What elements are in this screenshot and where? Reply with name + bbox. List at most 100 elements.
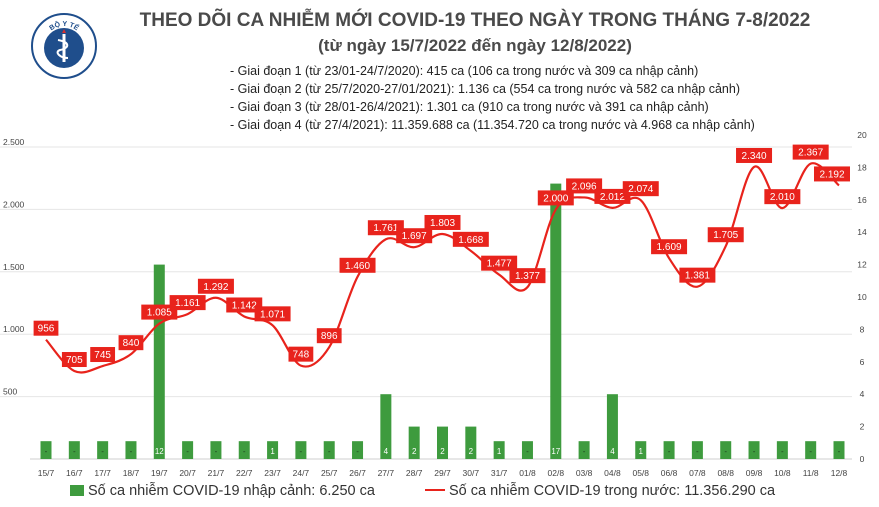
stage-note: - Giai đoạn 2 (từ 25/7/2020-27/01/2021):… — [230, 82, 740, 96]
line-label-box — [537, 190, 574, 206]
line-value-label: 748 — [293, 350, 310, 361]
line-value-label: 2.096 — [572, 181, 597, 192]
x-tick-label: 28/7 — [406, 468, 423, 478]
chart-title: THEO DÕI CA NHIỄM MỚI COVID-19 THEO NGÀY… — [139, 10, 811, 31]
line-value-label: 1.609 — [657, 242, 682, 253]
stage-note: - Giai đoạn 3 (từ 28/01-26/4/2021): 1.30… — [230, 100, 709, 114]
bar — [68, 441, 80, 459]
bar — [606, 394, 618, 459]
bar-value-label: - — [243, 447, 246, 456]
bar-value-label: - — [668, 447, 671, 456]
bar — [521, 441, 533, 459]
line-label-box — [424, 214, 461, 230]
bar — [408, 426, 420, 459]
stage-note: - Giai đoạn 1 (từ 23/01-24/7/2020): 415 … — [230, 64, 699, 78]
bar-value-label: 1 — [639, 447, 644, 456]
line-label-box — [90, 347, 116, 363]
y-right-tick-label: 6 — [860, 357, 865, 367]
bar-value-label: - — [809, 447, 812, 456]
line-label-box — [792, 144, 829, 160]
x-tick-label: 25/7 — [321, 468, 338, 478]
line-label-box — [814, 166, 850, 182]
bar-value-label: 2 — [440, 447, 445, 456]
line-label-box — [736, 147, 773, 163]
bar — [691, 441, 703, 459]
line-label-box — [169, 295, 206, 311]
bar — [210, 441, 222, 459]
bar — [97, 441, 109, 459]
line-label-box — [594, 188, 631, 204]
line-value-label: 705 — [66, 355, 83, 366]
y-left-tick-label: 2.500 — [3, 137, 25, 147]
legend-label-bar: Số ca nhiễm COVID-19 nhập cảnh: 6.250 ca — [88, 483, 375, 499]
bar-value-label: - — [300, 447, 303, 456]
bar-value-label: - — [838, 447, 841, 456]
bar-value-label: - — [356, 447, 359, 456]
line-value-label: 2.074 — [628, 184, 653, 195]
bar-value-label: - — [724, 447, 727, 456]
x-tick-label: 27/7 — [378, 468, 395, 478]
x-tick-label: 16/7 — [66, 468, 83, 478]
bar — [125, 441, 137, 459]
bar-value-label: 12 — [155, 447, 164, 456]
line-label-box — [33, 320, 59, 336]
line-value-label: 1.668 — [458, 235, 483, 246]
line-label-box — [622, 181, 659, 197]
line-label-box — [679, 267, 716, 283]
bar — [182, 441, 194, 459]
line-value-label: 1.161 — [175, 298, 200, 309]
x-tick-label: 15/7 — [38, 468, 55, 478]
stage-note: - Giai đoạn 4 (từ 27/4/2021): 11.359.688… — [230, 118, 755, 132]
line-value-label: 2.192 — [819, 169, 844, 180]
x-tick-label: 18/7 — [123, 468, 140, 478]
bar — [776, 441, 788, 459]
line-value-label: 745 — [94, 350, 111, 361]
x-tick-label: 12/8 — [831, 468, 848, 478]
line-value-label: 1.142 — [232, 300, 257, 311]
bar — [550, 183, 562, 459]
line-label-box — [566, 178, 603, 194]
y-right-tick-label: 0 — [860, 454, 865, 464]
line-label-box — [197, 278, 234, 294]
y-right-tick-label: 14 — [857, 227, 867, 237]
bar-value-label: 4 — [610, 447, 615, 456]
bar — [380, 394, 392, 459]
bar-value-label: - — [101, 447, 104, 456]
line-value-label: 2.010 — [770, 192, 795, 203]
line-value-label: 1.381 — [685, 271, 710, 282]
bar-value-label: 17 — [551, 447, 560, 456]
bar — [635, 441, 647, 459]
bar — [465, 426, 477, 459]
bar — [40, 441, 52, 459]
line-value-label: 1.803 — [430, 218, 455, 229]
legend-swatch-bar — [70, 485, 84, 496]
line-value-label: 1.761 — [373, 223, 398, 234]
y-right-tick-label: 20 — [857, 130, 867, 140]
x-tick-label: 20/7 — [179, 468, 196, 478]
bar-value-label: 1 — [270, 447, 275, 456]
x-tick-label: 03/8 — [576, 468, 593, 478]
bar-value-label: 2 — [412, 447, 417, 456]
line-value-label: 2.000 — [543, 193, 568, 204]
bar — [437, 426, 448, 459]
x-tick-label: 11/8 — [803, 468, 819, 478]
bar — [323, 441, 335, 459]
bar-value-label: - — [186, 447, 189, 456]
y-right-tick-label: 12 — [857, 260, 867, 270]
bar — [578, 441, 590, 459]
line-label-box — [509, 268, 546, 284]
bar-value-label: - — [526, 447, 529, 456]
y-right-tick-label: 18 — [857, 162, 867, 172]
bar-value-label: 1 — [497, 447, 502, 456]
line-value-label: 1.705 — [713, 230, 738, 241]
legend-label-line: Số ca nhiễm COVID-19 trong nước: 11.356.… — [449, 483, 776, 499]
stage-notes: - Giai đoạn 1 (từ 23/01-24/7/2020): 415 … — [230, 62, 755, 134]
bar-value-label: - — [73, 447, 76, 456]
line-label-box — [288, 346, 314, 362]
line-value-label: 1.460 — [345, 261, 370, 272]
line-value-label: 1.292 — [203, 282, 228, 293]
line-value-label: 1.697 — [402, 231, 427, 242]
line-value-label: 2.367 — [798, 148, 823, 159]
y-left-tick-label: 2.000 — [3, 199, 25, 209]
